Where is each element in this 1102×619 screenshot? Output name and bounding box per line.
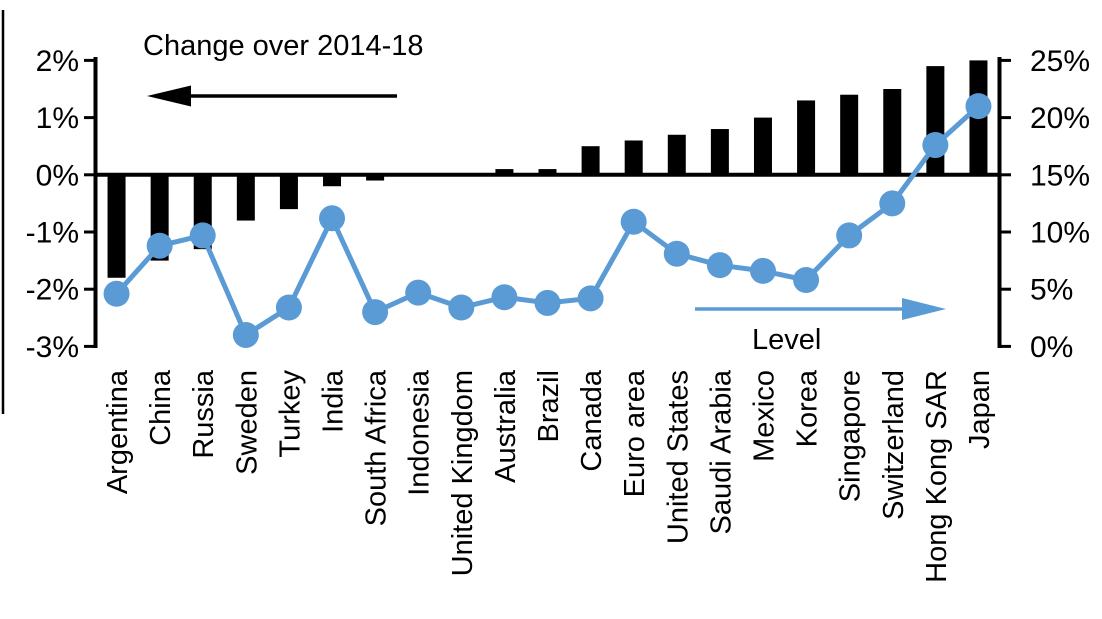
level-marker-saudi-arabia: [706, 252, 733, 279]
level-marker-russia: [189, 222, 216, 249]
level-marker-canada: [577, 285, 604, 312]
bar-hong-kong-sar: [926, 66, 945, 175]
level-marker-united-states: [663, 240, 690, 267]
level-marker-australia: [491, 284, 518, 311]
bar-saudi-arabia: [710, 129, 729, 175]
level-marker-japan: [965, 93, 992, 120]
level-marker-euro-area: [620, 208, 647, 235]
right-axis-tick-label: 25%: [1030, 45, 1090, 78]
bar-singapore: [840, 94, 859, 175]
bar-sweden: [236, 174, 255, 221]
level-marker-india: [319, 205, 346, 232]
level-arrow-head-right: [902, 298, 946, 320]
bar-brazil: [538, 169, 557, 175]
level-marker-switzerland: [879, 190, 906, 217]
line-series-annotation-label: Level: [752, 324, 822, 356]
category-label-united-kingdom: United Kingdom: [447, 370, 479, 576]
bar-australia: [495, 169, 514, 175]
right-axis-tick-label: 10%: [1030, 217, 1090, 250]
left-axis-tick-label: 2%: [36, 45, 79, 78]
bar-korea: [797, 100, 816, 175]
left-axis-tick-label: -1%: [26, 217, 79, 250]
category-label-singapore: Singapore: [835, 370, 867, 502]
category-label-argentina: Argentina: [102, 369, 134, 494]
bar-mexico: [753, 117, 772, 175]
bar-united-states: [667, 134, 686, 175]
category-label-russia: Russia: [188, 369, 220, 459]
bar-euro-area: [624, 140, 643, 175]
category-label-euro-area: Euro area: [619, 369, 651, 497]
category-label-united-states: United States: [662, 370, 694, 544]
right-axis-tick-label: 20%: [1030, 102, 1090, 135]
right-axis-tick-label: 15%: [1030, 159, 1090, 192]
level-marker-indonesia: [405, 279, 432, 306]
category-label-indonesia: Indonesia: [404, 369, 436, 496]
left-axis-tick-label: 0%: [36, 159, 79, 192]
bar-switzerland: [883, 89, 902, 175]
level-marker-sweden: [232, 321, 259, 348]
bar-india: [323, 174, 342, 187]
category-label-turkey: Turkey: [274, 370, 306, 458]
level-marker-china: [146, 232, 173, 259]
bar-turkey: [279, 174, 298, 210]
category-label-sweden: Sweden: [231, 370, 263, 475]
category-label-saudi-arabia: Saudi Arabia: [705, 369, 737, 534]
category-label-korea: Korea: [792, 369, 824, 447]
category-label-mexico: Mexico: [748, 370, 780, 462]
category-label-switzerland: Switzerland: [878, 370, 910, 520]
category-label-hong-kong-sar: Hong Kong SAR: [921, 370, 953, 583]
bar-canada: [581, 146, 600, 175]
left-axis-tick-label: -2%: [26, 274, 79, 307]
level-marker-turkey: [275, 294, 302, 321]
level-marker-argentina: [103, 280, 130, 307]
left-axis-tick-label: -3%: [26, 331, 79, 364]
bar-south-africa: [366, 174, 385, 181]
category-label-canada: Canada: [576, 369, 608, 471]
category-label-brazil: Brazil: [533, 370, 565, 443]
level-marker-united-kingdom: [448, 294, 475, 321]
category-label-australia: Australia: [490, 369, 522, 483]
level-marker-brazil: [534, 289, 561, 316]
level-marker-singapore: [836, 222, 863, 249]
level-marker-mexico: [749, 257, 776, 284]
right-axis-tick-label: 5%: [1030, 274, 1073, 307]
right-axis-tick-label: 0%: [1030, 331, 1073, 364]
bar-argentina: [107, 174, 126, 278]
category-label-china: China: [145, 369, 177, 446]
category-label-india: India: [318, 369, 350, 433]
left-axis-tick-label: 1%: [36, 102, 79, 135]
level-marker-hong-kong-sar: [922, 132, 949, 159]
level-marker-south-africa: [362, 299, 389, 326]
category-label-japan: Japan: [964, 370, 996, 449]
category-label-south-africa: South Africa: [361, 369, 393, 526]
change-arrow-head-left: [147, 85, 191, 107]
bar-series-annotation-label: Change over 2014-18: [143, 30, 424, 62]
level-marker-korea: [793, 267, 820, 294]
